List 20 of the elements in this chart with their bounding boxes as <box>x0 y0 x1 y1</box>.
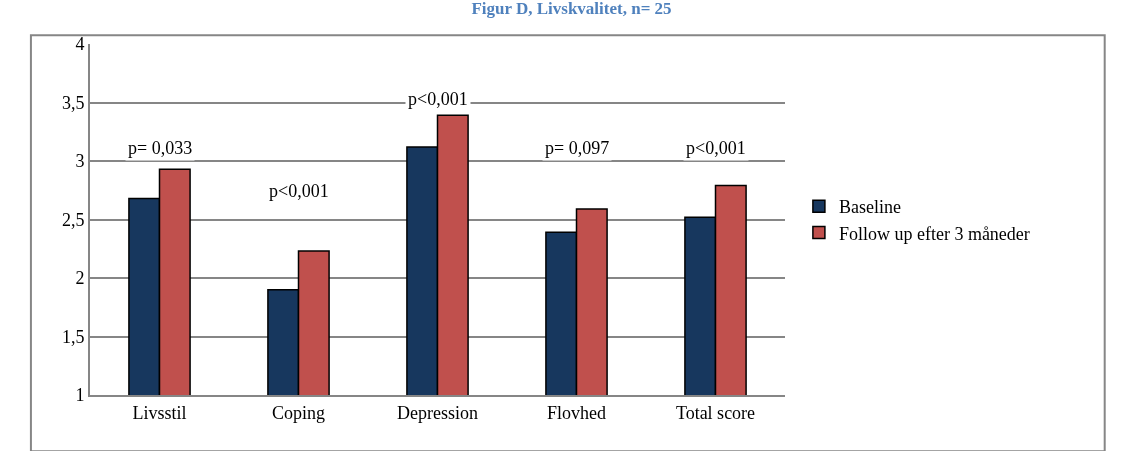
y-tick-label: 1,5 <box>61 326 85 347</box>
y-tick-label: 3,5 <box>61 92 85 113</box>
y-tick-label: 2 <box>75 268 85 289</box>
x-tick-label: Depression <box>397 402 478 423</box>
x-tick-label: Flovhed <box>546 402 607 423</box>
annotation: p= 0,033 <box>128 138 193 158</box>
x-tick-label: Total score <box>675 402 756 423</box>
y-tick-label: 3 <box>75 151 85 172</box>
annotation: p<0,001 <box>408 89 468 109</box>
y-tick-label: 4 <box>75 34 85 55</box>
annotation: p<0,001 <box>269 181 329 201</box>
y-tick-label: 2,5 <box>61 209 85 230</box>
y-tick-label: 1 <box>75 385 85 406</box>
x-tick-label: Coping <box>271 402 326 423</box>
chart-title: Figur D, Livskvalitet, n= 25 <box>471 0 672 19</box>
legend-label: Follow up efter 3 måneder <box>838 223 1030 244</box>
legend-label: Baseline <box>838 197 901 218</box>
annotation: p<0,001 <box>686 138 746 158</box>
x-tick-label: Livsstil <box>132 402 187 423</box>
annotation: p= 0,097 <box>545 138 610 158</box>
